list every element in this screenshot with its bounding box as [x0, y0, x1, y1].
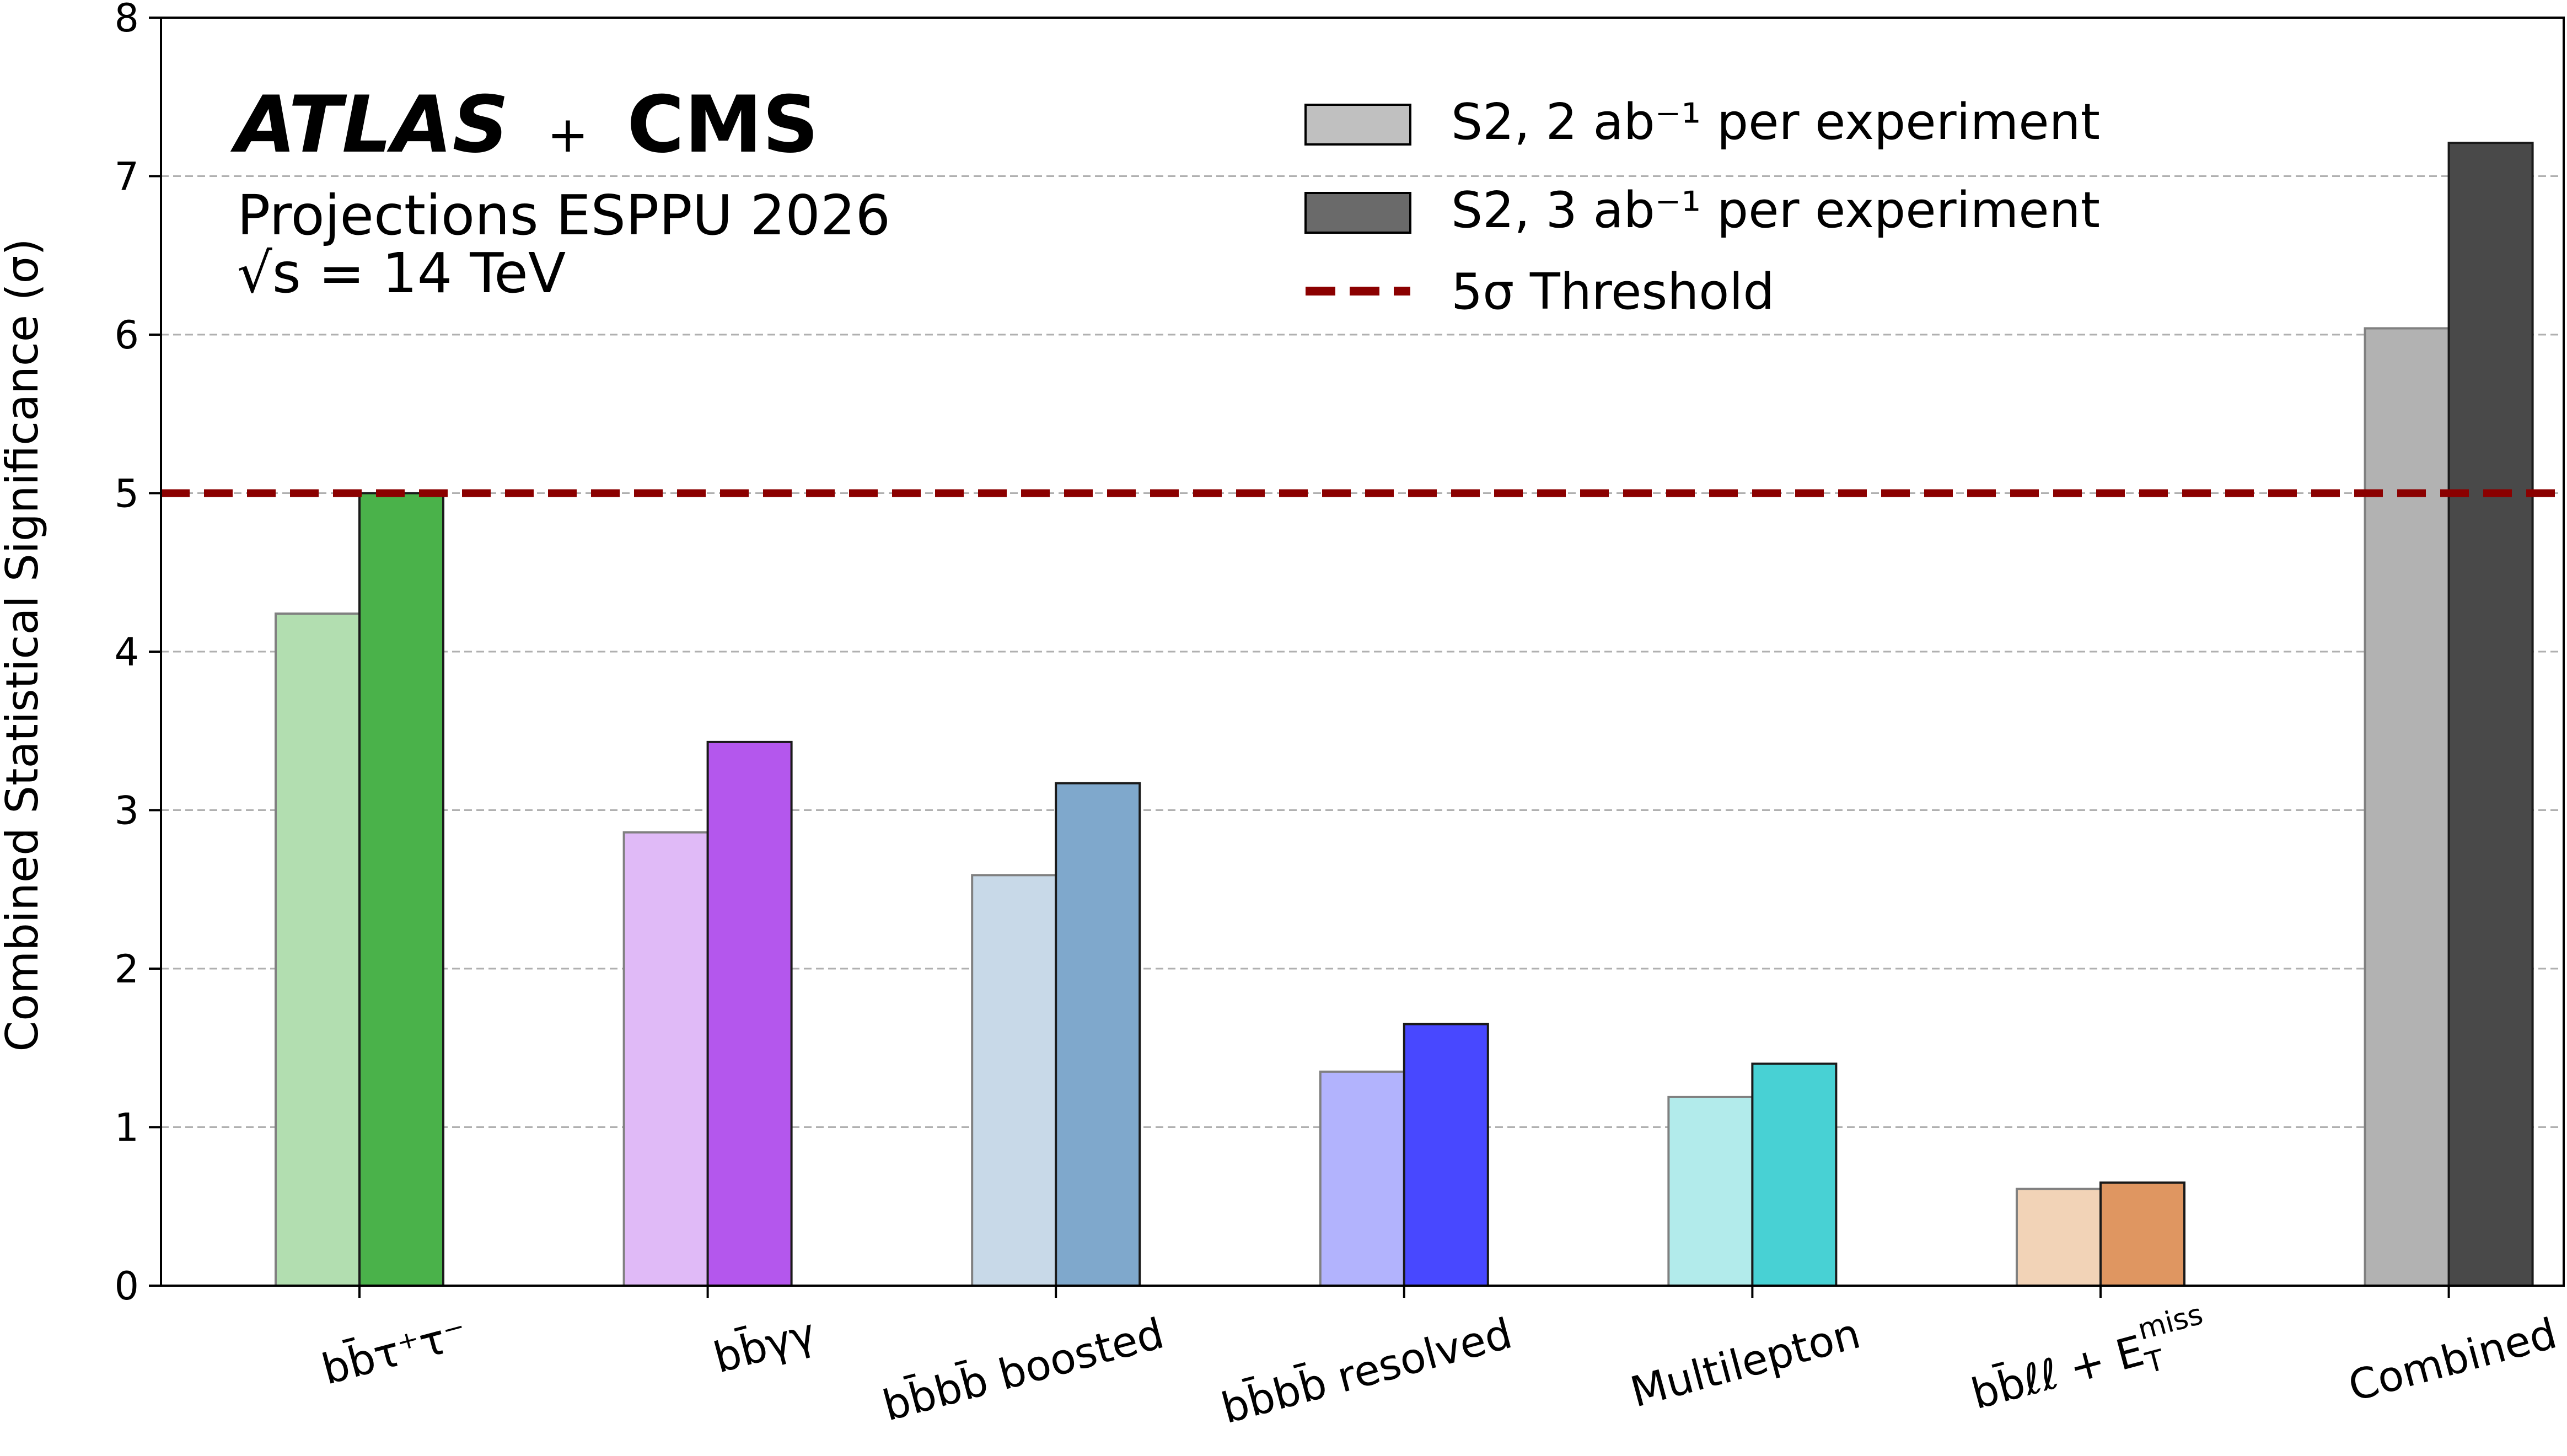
legend-label-3ab: S2, 3 ab⁻¹ per experiment	[1451, 181, 2100, 239]
legend-swatch-2ab	[1304, 104, 1411, 146]
projection-label: Projections ESPPU 2026	[237, 183, 890, 248]
bar-2ab-2	[971, 874, 1057, 1287]
cms-label: CMS	[627, 79, 819, 170]
y-tick-label-1: 1	[114, 1105, 139, 1151]
x-tick-label-0: bb̄τ⁺τ⁻	[316, 1308, 472, 1394]
y-tick-label-8: 8	[114, 0, 139, 41]
y-tick-label-6: 6	[114, 313, 139, 358]
atlas-label: ATLAS	[230, 79, 509, 170]
bar-2ab-3	[1319, 1070, 1405, 1287]
bar-3ab-5	[2099, 1181, 2185, 1287]
bar-3ab-4	[1751, 1062, 1838, 1287]
bar-3ab-0	[358, 492, 445, 1287]
legend-swatch-3ab	[1304, 192, 1411, 234]
bar-2ab-6	[2364, 327, 2450, 1287]
legend-label-threshold: 5σ Threshold	[1451, 263, 1774, 321]
bar-2ab-1	[622, 831, 709, 1287]
y-tick-label-7: 7	[114, 154, 139, 200]
y-tick-label-3: 3	[114, 788, 139, 834]
y-tick-label-2: 2	[114, 947, 139, 992]
legend-label-2ab: S2, 2 ab⁻¹ per experiment	[1451, 93, 2100, 151]
bar-2ab-5	[2015, 1188, 2102, 1287]
bar-3ab-3	[1403, 1023, 1489, 1287]
plus-sign: +	[547, 106, 588, 164]
y-axis-title: Combined Statistical Significance (σ)	[0, 238, 48, 1051]
bars	[275, 142, 2534, 1287]
svg-text:ATLAS + CMS: ATLAS + CMS	[230, 79, 819, 170]
x-tick-label-5: bb̄ℓℓ + ETmiss	[1963, 1298, 2215, 1426]
bar-3ab-1	[706, 740, 793, 1287]
legend: S2, 2 ab⁻¹ per experiment S2, 3 ab⁻¹ per…	[1304, 93, 2100, 321]
x-tick-label-4: Multilepton	[1625, 1308, 1865, 1416]
bar-3ab-6	[2447, 142, 2534, 1287]
energy-label: √s = 14 TeV	[237, 241, 566, 305]
grid-lines	[161, 175, 2564, 1128]
y-tick-label-0: 0	[114, 1264, 139, 1309]
y-tick-label-4: 4	[114, 630, 139, 675]
bar-3ab-2	[1055, 782, 1141, 1287]
x-tick-label-1: bb̄γγ	[708, 1308, 820, 1383]
x-tick-label-2: bb̄bb̄ boosted	[878, 1308, 1169, 1431]
experiment-annotation: ATLAS + CMS Projections ESPPU 2026 √s = …	[230, 79, 890, 305]
bar-2ab-0	[275, 613, 361, 1287]
bar-2ab-4	[1667, 1095, 1754, 1287]
x-tick-label-6: Combined	[2343, 1308, 2561, 1411]
x-tick-label-3: bb̄bb̄ resolved	[1216, 1308, 1517, 1433]
plot-frame	[160, 17, 2565, 1287]
y-tick-label-5: 5	[114, 471, 139, 517]
